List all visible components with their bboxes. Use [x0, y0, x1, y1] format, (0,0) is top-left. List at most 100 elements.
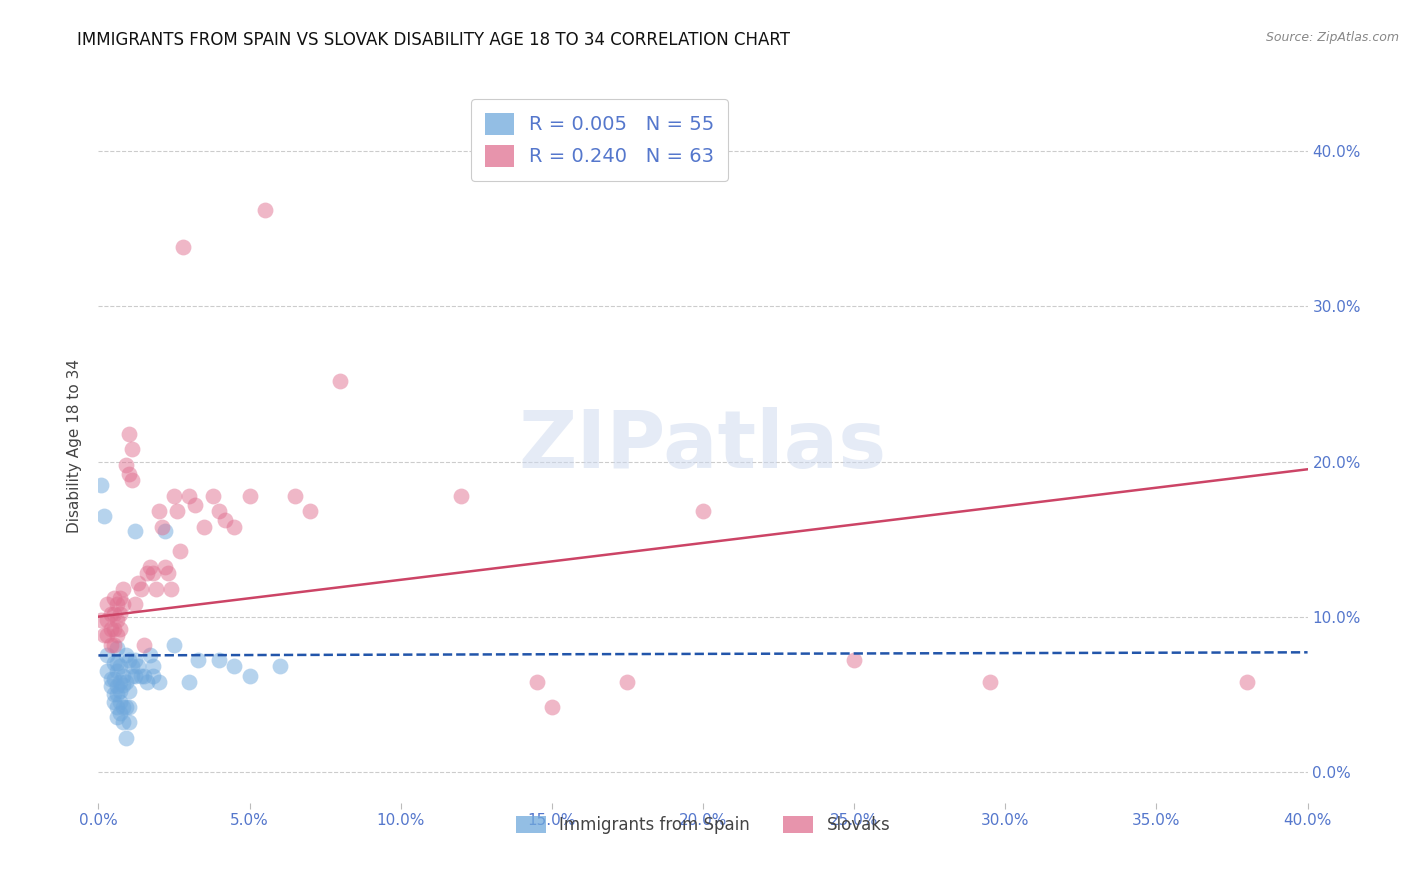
Point [93, 508, 115, 523]
Point [96, 613, 118, 627]
Point [103, 695, 125, 709]
Point [105, 628, 128, 642]
Point [100, 622, 122, 636]
Point [844, 653, 866, 667]
Point [108, 622, 131, 636]
Point [118, 684, 141, 698]
Point [127, 659, 149, 673]
Point [111, 699, 134, 714]
Point [105, 597, 128, 611]
Point [135, 674, 157, 689]
Point [100, 672, 122, 686]
Point [121, 442, 143, 456]
Point [450, 489, 472, 503]
Point [93, 628, 115, 642]
Point [114, 648, 136, 663]
Point [269, 659, 291, 673]
Point [121, 659, 143, 673]
Point [111, 582, 134, 596]
Point [111, 668, 134, 682]
Point [118, 467, 141, 481]
Point [132, 668, 155, 682]
Point [214, 513, 236, 527]
Point [96, 648, 118, 663]
Point [139, 560, 162, 574]
Point [90, 613, 112, 627]
Point [111, 678, 134, 692]
Point [135, 566, 157, 581]
Point [118, 653, 141, 667]
Point [142, 566, 165, 581]
Point [179, 489, 201, 503]
Point [103, 687, 125, 701]
Point [108, 706, 131, 720]
Point [105, 680, 128, 694]
Legend: Immigrants from Spain, Slovaks: Immigrants from Spain, Slovaks [506, 806, 900, 845]
Point [103, 622, 125, 636]
Point [100, 638, 122, 652]
Point [121, 473, 143, 487]
Point [103, 656, 125, 670]
Point [108, 674, 131, 689]
Point [329, 374, 352, 388]
Point [208, 504, 231, 518]
Point [127, 575, 149, 590]
Point [103, 672, 125, 686]
Point [153, 524, 176, 539]
Point [692, 504, 714, 518]
Point [103, 638, 125, 652]
Y-axis label: Disability Age 18 to 34: Disability Age 18 to 34 [67, 359, 83, 533]
Point [160, 582, 183, 596]
Point [129, 582, 152, 596]
Point [114, 731, 136, 745]
Point [129, 668, 152, 682]
Point [239, 668, 262, 682]
Point [118, 699, 141, 714]
Point [150, 519, 173, 533]
Point [103, 591, 125, 605]
Point [118, 426, 141, 441]
Point [132, 638, 155, 652]
Point [299, 504, 322, 518]
Point [90, 477, 112, 491]
Point [105, 613, 128, 627]
Point [105, 710, 128, 724]
Point [108, 659, 131, 673]
Point [108, 684, 131, 698]
Point [124, 597, 146, 611]
Point [156, 566, 179, 581]
Point [148, 674, 170, 689]
Point [616, 674, 638, 689]
Point [142, 659, 165, 673]
Point [179, 674, 201, 689]
Point [153, 560, 176, 574]
Text: IMMIGRANTS FROM SPAIN VS SLOVAK DISABILITY AGE 18 TO 34 CORRELATION CHART: IMMIGRANTS FROM SPAIN VS SLOVAK DISABILI… [77, 31, 790, 49]
Point [163, 638, 186, 652]
Point [124, 668, 146, 682]
Point [118, 715, 141, 730]
Point [1236, 674, 1258, 689]
Point [253, 203, 276, 218]
Point [540, 699, 562, 714]
Point [148, 504, 170, 518]
Text: ZIPatlas: ZIPatlas [519, 407, 887, 485]
Point [169, 544, 191, 558]
Point [105, 640, 128, 655]
Point [105, 656, 128, 670]
Point [96, 628, 118, 642]
Point [100, 680, 122, 694]
Text: Source: ZipAtlas.com: Source: ZipAtlas.com [1265, 31, 1399, 45]
Point [172, 240, 194, 254]
Point [163, 489, 186, 503]
Point [114, 458, 136, 472]
Point [96, 664, 118, 678]
Point [979, 674, 1001, 689]
Point [124, 524, 146, 539]
Point [124, 653, 146, 667]
Point [108, 607, 131, 621]
Point [145, 582, 167, 596]
Point [105, 664, 128, 678]
Point [184, 498, 207, 512]
Point [103, 607, 125, 621]
Point [114, 699, 136, 714]
